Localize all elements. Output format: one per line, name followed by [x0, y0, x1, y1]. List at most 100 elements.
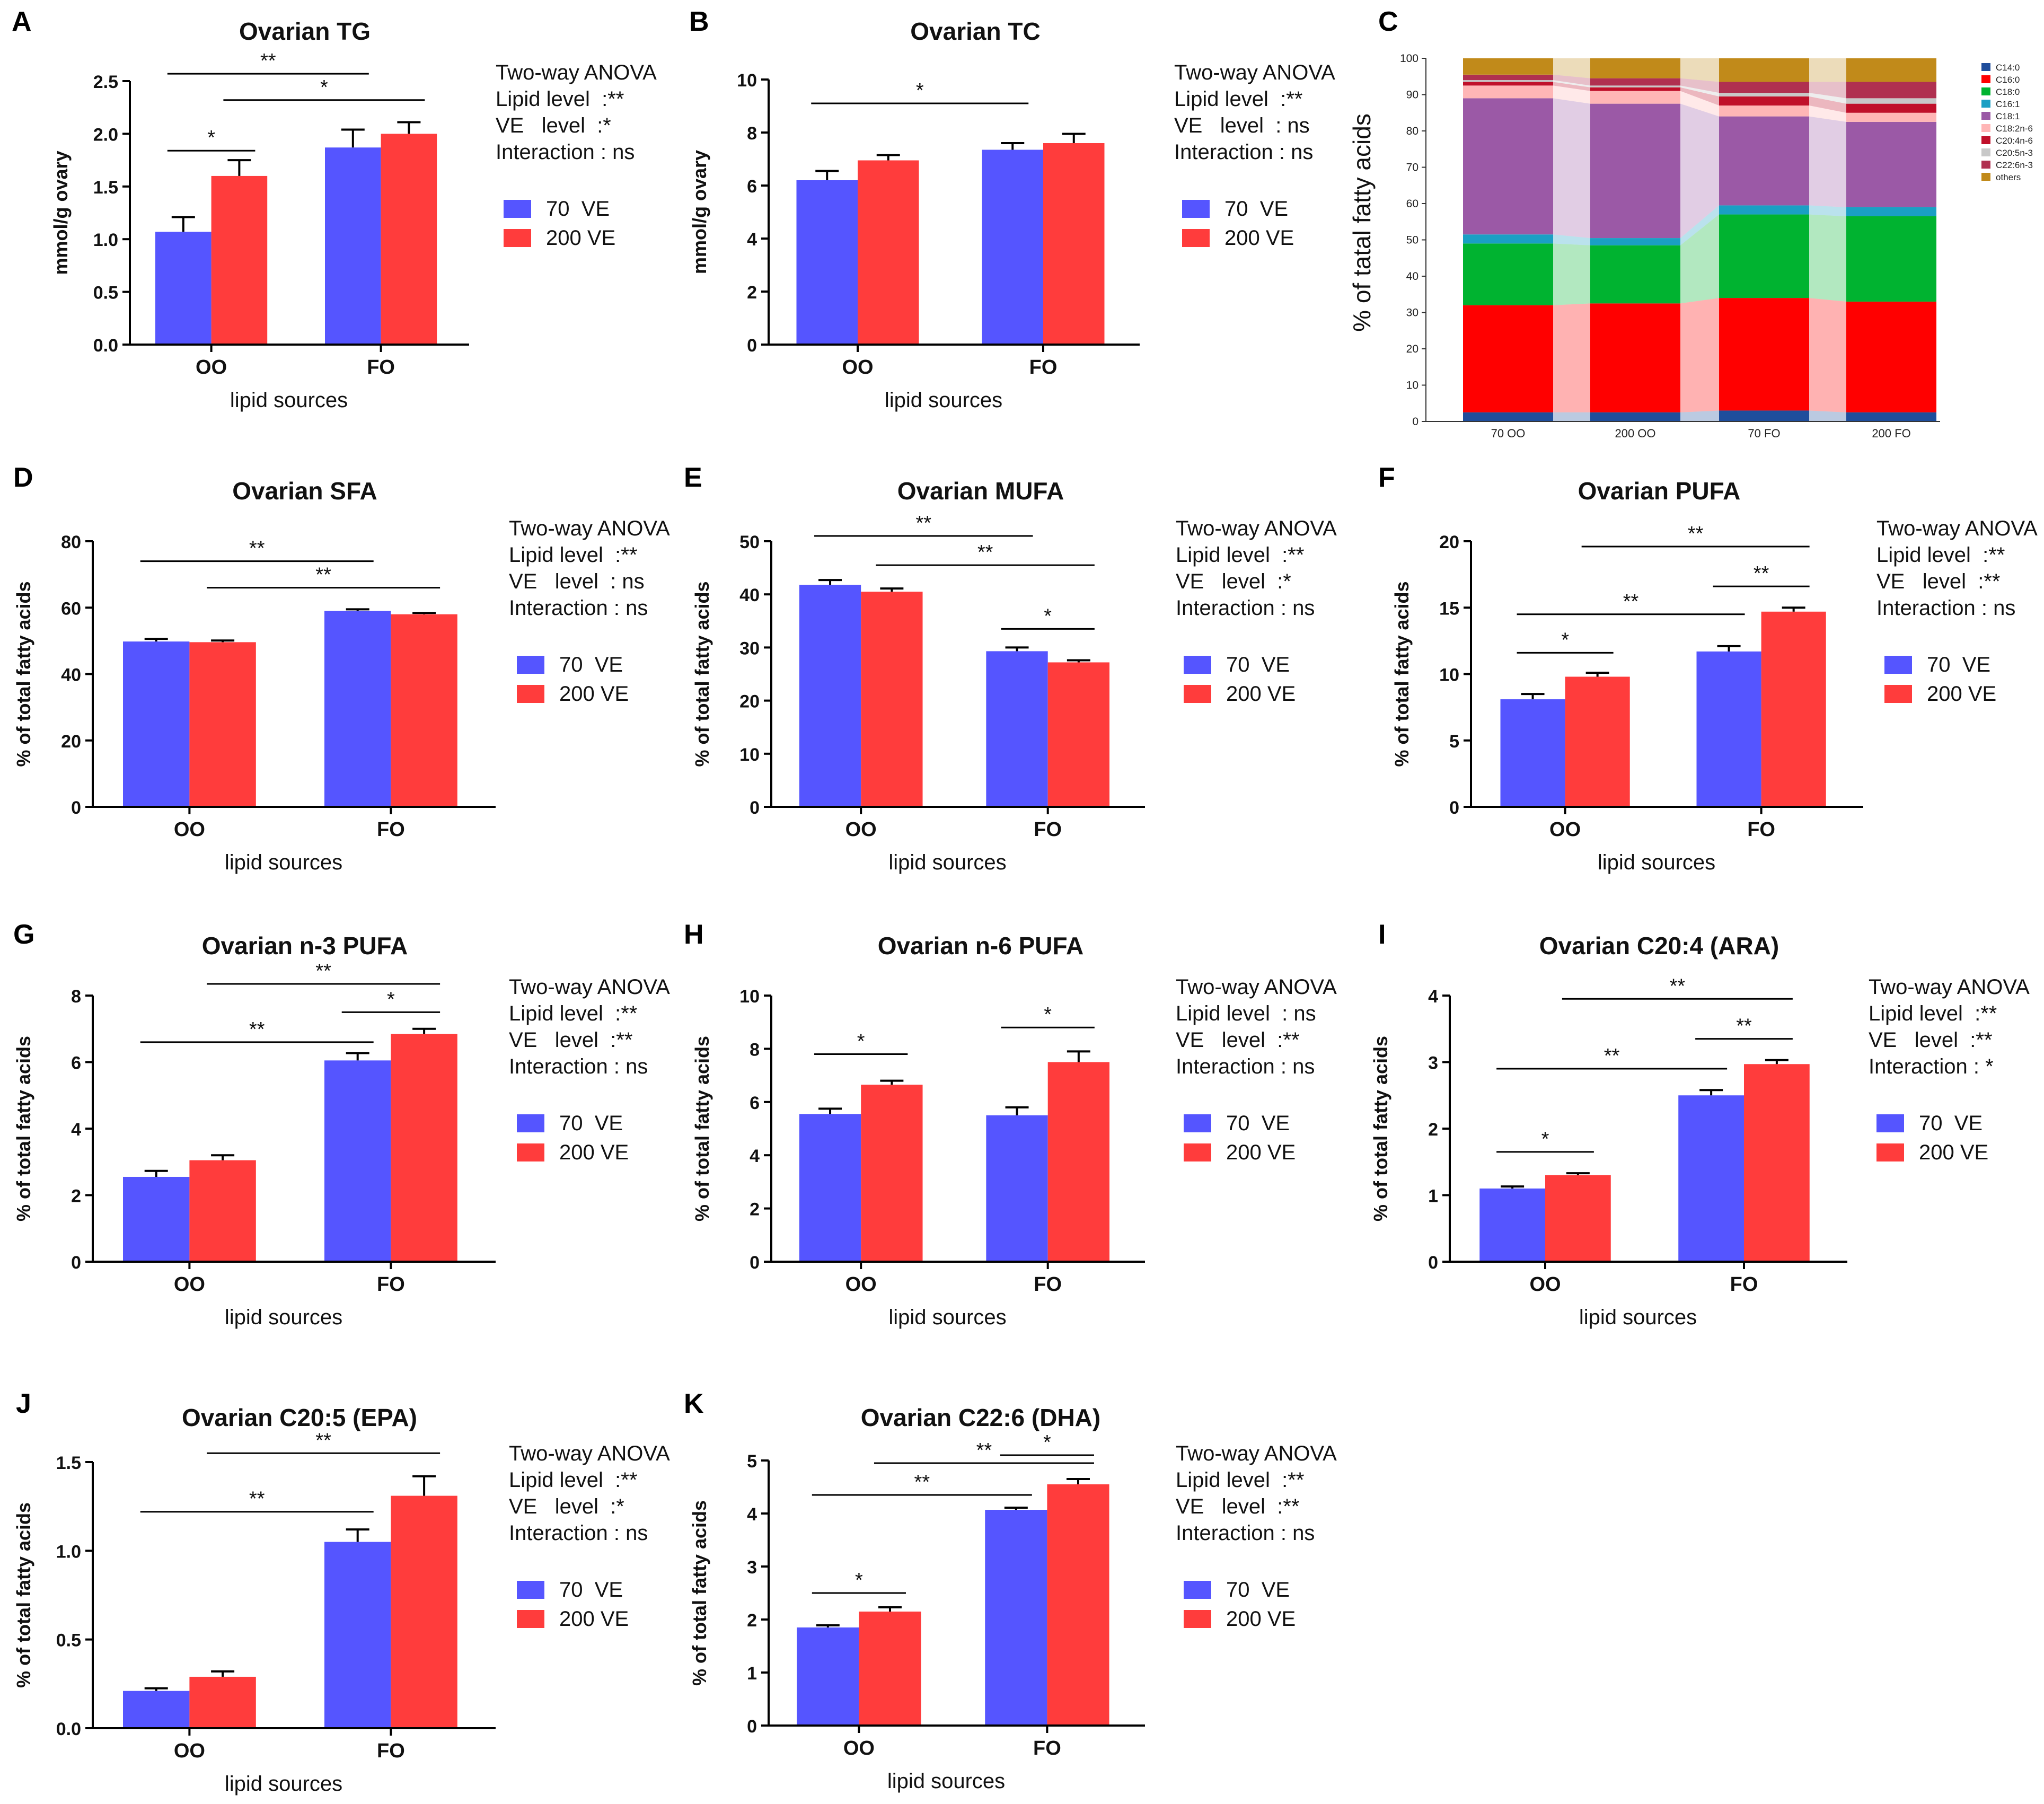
anova-title: Two-way ANOVA	[509, 517, 670, 540]
significance-label: *	[1541, 1128, 1549, 1150]
panel-j: J Ovarian C20:5 (EPA) 0.0 0.5 1.0 1.5 OO FO lipi…	[13, 1388, 670, 1796]
y-axis-label: mmol/g ovary	[50, 151, 72, 275]
anova-result: VE level :**	[1869, 1028, 1992, 1052]
legend-label: 200 VE	[1226, 682, 1296, 706]
bar-fo-70ve	[986, 1115, 1048, 1262]
panel-letter: C	[1378, 6, 1398, 37]
anova-result: VE level :*	[496, 114, 611, 137]
y-tick-label: 4	[747, 230, 757, 250]
stack-segment-c160	[1846, 301, 1936, 412]
y-tick-label: 0	[71, 1253, 81, 1273]
area-band-others	[1553, 58, 1590, 78]
x-tick-label: OO	[174, 1740, 205, 1762]
bar-fo-70ve	[324, 611, 391, 807]
legend-swatch	[1981, 75, 1990, 83]
area-band-c182n-6	[1680, 91, 1719, 117]
bar-fo-70ve	[1678, 1095, 1744, 1262]
x-axis-label: lipid sources	[230, 389, 348, 412]
x-axis-label: lipid sources	[888, 851, 1006, 874]
x-tick-label: FO	[377, 1740, 405, 1762]
legend-swatch	[1184, 656, 1211, 674]
panel-e: E Ovarian MUFA 0 10 20 30 40 50 OO FO lipid source…	[684, 462, 1337, 874]
significance-label: *	[1043, 1431, 1051, 1454]
y-tick-label: 0	[750, 1253, 760, 1273]
panel-letter: G	[13, 919, 34, 950]
significance-label: **	[915, 512, 931, 534]
legend-label: 200 VE	[1226, 1607, 1296, 1631]
significance-label: *	[855, 1569, 863, 1591]
bar-fo-70ve	[986, 651, 1048, 807]
stack-segment-c160	[1590, 303, 1680, 412]
y-tick-label: 80	[61, 532, 81, 552]
y-tick-label: 0.0	[93, 336, 118, 356]
x-tick-label: OO	[174, 819, 205, 841]
x-tick-label: OO	[1529, 1273, 1561, 1296]
stack-segment-c180	[1590, 245, 1680, 304]
anova-result: Interaction : ns	[496, 140, 635, 164]
bar-oo-200ve	[189, 642, 256, 807]
significance-label: *	[387, 988, 395, 1010]
x-tick-label: OO	[1549, 819, 1581, 841]
legend-swatch	[1981, 136, 1990, 144]
bar-oo-70ve	[799, 585, 861, 807]
stack-segment-c140	[1846, 412, 1936, 421]
panel-i: I Ovarian C20:4 (ARA) 0 1 2 3 4 OO FO lipid sourc…	[1370, 919, 2030, 1329]
x-tick-label: OO	[845, 1273, 877, 1296]
anova-result: Lipid level :**	[1174, 87, 1302, 111]
y-tick-label: 10	[1406, 380, 1419, 392]
bar-fo-200ve	[1043, 143, 1105, 345]
area-band-c161	[1553, 234, 1590, 245]
bar-oo-70ve	[797, 1627, 859, 1726]
legend-swatch	[504, 200, 531, 218]
panel-letter: K	[684, 1388, 704, 1419]
x-tick-label: 200 FO	[1872, 427, 1910, 440]
anova-result: Lipid level :**	[1876, 543, 2005, 567]
chart-title: Ovarian SFA	[232, 477, 377, 505]
legend-swatch	[517, 1610, 544, 1628]
legend-label: 70 VE	[559, 1578, 623, 1601]
anova-title: Two-way ANOVA	[1174, 61, 1335, 84]
panel-letter: E	[684, 462, 702, 493]
y-tick-label: 2	[747, 1611, 757, 1631]
y-tick-label: 10	[739, 987, 760, 1007]
stack-segment-c160	[1719, 298, 1809, 411]
legend-swatch	[1981, 63, 1990, 71]
stack-segment-c226n-3	[1719, 82, 1809, 93]
y-tick-label: 0	[71, 798, 81, 818]
legend-label: 70 VE	[559, 1112, 623, 1135]
stack-segment-c182n-6	[1846, 112, 1936, 122]
stack-segment-c226n-3	[1590, 78, 1680, 86]
bar-oo-70ve	[123, 1176, 190, 1262]
legend-label: 70 VE	[1226, 1578, 1290, 1601]
bar-oo-200ve	[858, 160, 919, 345]
x-axis-label: lipid sources	[1598, 851, 1715, 874]
x-tick-label: FO	[1033, 1737, 1061, 1759]
significance-label: **	[914, 1471, 930, 1493]
x-axis-label: lipid sources	[1579, 1306, 1697, 1329]
area-band-c205n-3	[1680, 85, 1719, 96]
bar-oo-200ve	[861, 592, 923, 807]
y-tick-label: 0.0	[56, 1719, 81, 1739]
area-band-c204n-6	[1680, 87, 1719, 106]
panel-letter: I	[1378, 919, 1386, 950]
bar-oo-70ve	[1479, 1188, 1545, 1262]
significance-label: **	[315, 1429, 331, 1451]
stack-segment-c160	[1463, 305, 1553, 412]
x-axis-label: lipid sources	[225, 1306, 342, 1329]
bar-fo-200ve	[381, 134, 437, 345]
legend-label: C22:6n-3	[1996, 160, 2033, 170]
significance-label: **	[1688, 523, 1704, 545]
legend-swatch	[1884, 685, 1912, 703]
y-tick-label: 1.0	[56, 1542, 81, 1562]
anova-result: VE level :**	[1176, 1495, 1299, 1518]
bar-fo-70ve	[324, 1060, 391, 1262]
y-tick-label: 60	[61, 599, 81, 619]
legend-label: 200 VE	[559, 1141, 629, 1164]
bar-fo-70ve	[325, 147, 381, 345]
bar-fo-70ve	[324, 1542, 391, 1728]
x-tick-label: OO	[196, 356, 227, 379]
legend-swatch	[1981, 161, 1990, 169]
stack-segment-others	[1590, 58, 1680, 78]
x-axis-label: lipid sources	[225, 851, 342, 874]
significance-label: **	[1736, 1015, 1752, 1037]
